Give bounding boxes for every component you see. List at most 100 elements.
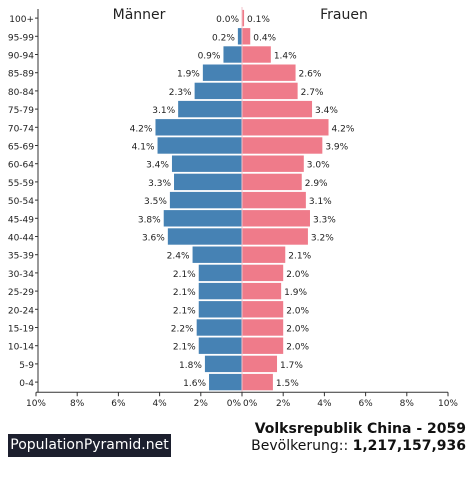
male-bar-5-9	[204, 355, 242, 373]
male-value-label: 3.8%	[138, 215, 161, 225]
age-group-label: 75-79	[8, 106, 34, 116]
male-bar-75-79	[178, 100, 242, 118]
male-header: Männer	[113, 7, 166, 23]
age-group-label: 30-34	[8, 270, 34, 280]
female-value-label: 2.6%	[299, 70, 322, 80]
male-bar-0-4	[209, 373, 242, 391]
male-bar-60-64	[171, 155, 242, 172]
population-label: Bevölkerung::	[251, 438, 349, 454]
female-value-label: 1.7%	[280, 361, 303, 371]
male-value-label: 3.6%	[142, 234, 165, 244]
labels: 0.0% 0.1% 100+ 0.2% 0.4% 95-99 0.9% 1.4% 90-94 1.…	[8, 7, 459, 409]
population-value: 1,217,157,936	[352, 438, 466, 454]
female-header: Frauen	[320, 7, 368, 23]
male-value-label: 3.1%	[152, 106, 175, 116]
male-value-label: 3.5%	[144, 197, 167, 207]
male-value-label: 2.1%	[173, 288, 196, 298]
x-tick-label: 10%	[438, 399, 458, 409]
female-bar-100+	[242, 9, 245, 27]
female-value-label: 0.4%	[253, 33, 276, 43]
age-group-label: 90-94	[8, 52, 34, 62]
female-bar-55-59	[242, 173, 302, 191]
x-tick-label: 8%	[400, 399, 415, 409]
female-bar-45-49	[242, 210, 310, 227]
female-bar-80-84	[242, 82, 298, 100]
female-value-label: 2.0%	[286, 270, 309, 280]
female-value-label: 0.1%	[247, 15, 270, 25]
female-bar-15-19	[242, 319, 284, 336]
female-value-label: 2.0%	[286, 343, 309, 353]
male-bar-35-39	[192, 246, 242, 263]
male-bar-90-94	[223, 46, 242, 63]
age-group-label: 65-69	[8, 143, 34, 153]
male-value-label: 2.1%	[173, 343, 196, 353]
age-group-label: 85-89	[8, 70, 34, 80]
male-bars	[155, 28, 242, 391]
x-tick-label: 4%	[152, 399, 167, 409]
age-group-label: 60-64	[8, 161, 34, 171]
male-bar-95-99	[237, 28, 242, 45]
age-group-label: 95-99	[8, 33, 34, 43]
male-value-label: 0.2%	[212, 33, 235, 43]
population-line: Bevölkerung:: 1,217,157,936	[251, 438, 466, 454]
male-value-label: 0.0%	[216, 15, 239, 25]
male-value-label: 2.4%	[167, 252, 190, 262]
male-value-label: 4.2%	[130, 124, 153, 134]
female-bar-30-34	[242, 264, 284, 282]
male-bar-10-14	[198, 337, 242, 354]
female-bar-60-64	[242, 155, 304, 172]
axes	[35, 7, 449, 397]
female-bar-40-44	[242, 228, 308, 245]
x-tick-label: 10%	[26, 399, 46, 409]
female-bar-35-39	[242, 246, 286, 263]
female-bar-20-24	[242, 301, 284, 318]
male-bar-55-59	[174, 173, 242, 191]
chart-title: Volksrepublik China - 2059	[254, 421, 466, 437]
x-tick-label: 6%	[358, 399, 373, 409]
brand-logo[interactable]: PopulationPyramid.net	[8, 434, 171, 457]
female-bar-0-4	[242, 373, 273, 391]
female-value-label: 2.7%	[301, 88, 324, 98]
male-value-label: 1.6%	[183, 379, 206, 389]
female-bar-70-74	[242, 119, 329, 136]
female-value-label: 4.2%	[332, 124, 355, 134]
female-bars	[242, 9, 329, 391]
x-tick-label: 2%	[194, 399, 209, 409]
age-group-label: 5-9	[19, 361, 34, 371]
male-bar-50-54	[169, 191, 242, 209]
female-bar-95-99	[242, 28, 251, 45]
male-value-label: 2.3%	[169, 88, 192, 98]
female-value-label: 2.9%	[305, 179, 328, 189]
age-group-label: 25-29	[8, 288, 34, 298]
female-value-label: 3.2%	[311, 234, 334, 244]
male-value-label: 2.1%	[173, 306, 196, 316]
age-group-label: 15-19	[8, 325, 34, 335]
male-value-label: 1.8%	[179, 361, 202, 371]
x-tick-label: 0%	[243, 399, 258, 409]
age-group-label: 40-44	[8, 234, 34, 244]
female-value-label: 3.4%	[315, 106, 338, 116]
age-group-label: 70-74	[8, 124, 34, 134]
female-bar-75-79	[242, 100, 313, 118]
age-group-label: 10-14	[8, 343, 34, 353]
male-bar-15-19	[196, 319, 242, 336]
male-bar-30-34	[198, 264, 242, 282]
male-value-label: 0.9%	[198, 52, 221, 62]
female-value-label: 3.3%	[313, 215, 336, 225]
population-pyramid-chart: 0.0% 0.1% 100+ 0.2% 0.4% 95-99 0.9% 1.4% 90-94 1.…	[8, 7, 459, 409]
female-bar-90-94	[242, 46, 271, 63]
female-bar-5-9	[242, 355, 278, 373]
x-tick-label: 6%	[111, 399, 126, 409]
male-value-label: 3.3%	[148, 179, 171, 189]
male-value-label: 2.2%	[171, 325, 194, 335]
male-value-label: 1.9%	[177, 70, 200, 80]
male-bar-40-44	[167, 228, 242, 245]
x-tick-label: 0%	[227, 399, 242, 409]
male-value-label: 2.1%	[173, 270, 196, 280]
female-bar-85-89	[242, 64, 296, 81]
age-group-label: 0-4	[19, 379, 34, 389]
male-value-label: 3.4%	[146, 161, 169, 171]
female-bar-65-69	[242, 137, 323, 154]
age-group-label: 20-24	[8, 306, 34, 316]
female-value-label: 1.9%	[284, 288, 307, 298]
